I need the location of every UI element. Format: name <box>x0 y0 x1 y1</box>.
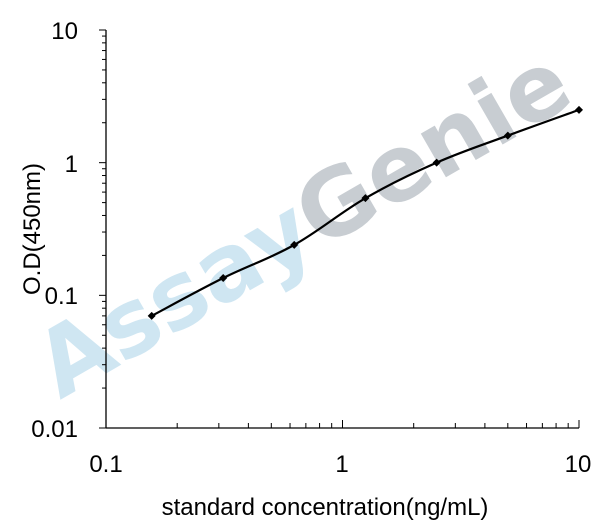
y-tick-label-10: 10 <box>51 18 78 45</box>
y-tick-label-1: 1 <box>65 151 78 178</box>
data-point-marker <box>432 158 441 167</box>
x-axis-label: standard concentration(ng/mL) <box>162 494 489 521</box>
data-point-marker <box>290 240 299 249</box>
watermark-logo: AssayGenie <box>18 28 589 419</box>
data-point-marker <box>147 311 156 320</box>
y-axis-label: O.D(450nm) <box>19 163 46 295</box>
watermark-part-genie: Genie <box>277 28 588 269</box>
series-group <box>147 105 583 320</box>
y-tick-label-0-01: 0.01 <box>31 416 78 443</box>
x-tick-labels: 0.1 1 10 <box>89 451 591 478</box>
x-tick-label-10: 10 <box>565 451 592 478</box>
x-ticks <box>105 420 580 428</box>
y-tick-label-0-1: 0.1 <box>45 283 78 310</box>
data-point-marker <box>575 105 583 114</box>
y-tick-labels: 10 1 0.1 0.01 <box>31 18 78 443</box>
data-point-marker <box>361 194 370 203</box>
data-point-marker <box>503 131 512 140</box>
x-tick-label-1: 1 <box>335 451 348 478</box>
x-tick-label-0-1: 0.1 <box>89 451 122 478</box>
data-point-marker <box>219 274 228 283</box>
y-ticks <box>99 29 106 429</box>
